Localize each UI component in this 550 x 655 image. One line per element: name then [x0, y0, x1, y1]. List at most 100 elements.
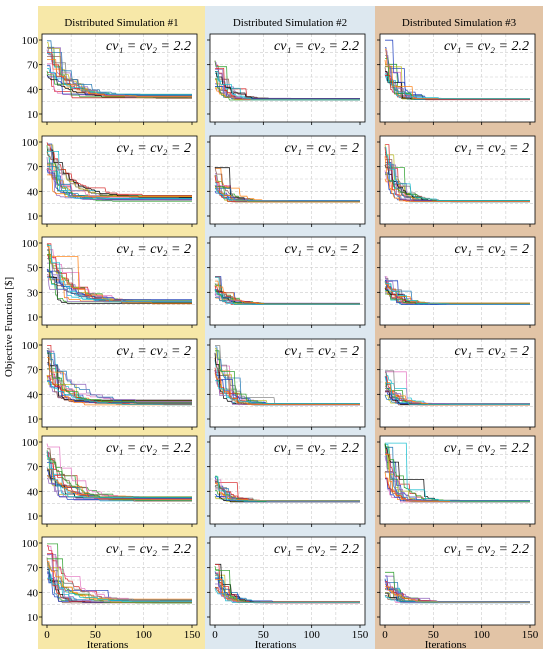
series-group: [384, 442, 530, 503]
series-line: [46, 142, 192, 196]
panel-r6-c1: 10 40 70 100 0 50 100 150 cv₁ = cv₂ = 2.2: [22, 536, 201, 641]
panel-r3-c3: cv₁ = cv₂ = 2: [377, 236, 536, 328]
x-axis-title: Iterations: [425, 639, 467, 651]
series-line: [384, 595, 530, 603]
plot-area: [210, 237, 365, 325]
x-tick-label: 100: [135, 629, 152, 641]
x-axis-title: Iterations: [255, 639, 297, 651]
axes-frame: [379, 236, 536, 326]
panel-annotation: cv₁ = cv₂ = 2.2: [106, 441, 191, 456]
axes-frame: [379, 338, 536, 428]
series-line: [215, 290, 360, 304]
y-tick-label: 70: [27, 462, 39, 474]
y-tick-label: 10: [27, 211, 39, 223]
plot-area: [380, 237, 535, 325]
y-tick-label: 100: [22, 437, 39, 449]
plot-area: [210, 537, 365, 625]
axes-frame: [41, 338, 198, 428]
series-group: [214, 563, 360, 604]
panel-annotation: cv₁ = cv₂ = 2.2: [444, 441, 529, 456]
series-line: [47, 558, 192, 604]
x-tick-label: 0: [382, 629, 388, 641]
y-tick-label: 100: [22, 340, 39, 352]
y-tick-label: 10: [27, 109, 39, 121]
column-title: Distributed Simulation #1: [64, 17, 178, 29]
series-group: [46, 345, 192, 406]
series-line: [47, 468, 192, 500]
axes-frame: [41, 135, 198, 225]
series-line: [384, 376, 530, 405]
series-line: [385, 442, 530, 502]
axes-frame: [41, 236, 198, 326]
series-group: [384, 571, 530, 604]
y-tick-label: 100: [22, 35, 39, 47]
plot-area: [210, 339, 365, 427]
gridlines: [42, 436, 197, 524]
plot-area: [42, 34, 197, 122]
axes-frame: [209, 536, 366, 626]
gridlines: [380, 339, 535, 427]
panel-r2-c1: 10 40 70 100 cv₁ = cv₂ = 2: [22, 135, 198, 227]
series-line: [384, 281, 530, 305]
x-tick-label: 100: [473, 629, 490, 641]
panel-r4-c2: cv₁ = cv₂ = 2: [207, 338, 366, 430]
y-axis-title: Objective Function [$]: [3, 277, 15, 377]
axes-frame: [209, 33, 366, 123]
series-line: [47, 381, 192, 406]
axes-frame: [41, 435, 198, 525]
x-tick-label: 0: [212, 629, 218, 641]
panel-r4-c3: cv₁ = cv₂ = 2: [377, 338, 536, 430]
plot-area: [380, 537, 535, 625]
y-tick-label: 10: [27, 612, 39, 624]
plot-area: [380, 436, 535, 524]
panel-r6-c3: 0 50 100 150 cv₁ = cv₂ = 2.2: [377, 536, 539, 641]
series-line: [214, 288, 360, 305]
y-tick-label: 100: [22, 538, 39, 550]
series-line: [215, 483, 360, 501]
panel-r5-c3: cv₁ = cv₂ = 2.2: [377, 435, 536, 527]
series-group: [46, 142, 192, 202]
plot-area: [42, 436, 197, 524]
panel-annotation: cv₁ = cv₂ = 2: [455, 242, 529, 257]
y-tick-label: 70: [27, 60, 39, 72]
series-line: [215, 574, 360, 603]
axes-frame: [41, 33, 198, 123]
panel-r1-c3: cv₁ = cv₂ = 2.2: [377, 33, 536, 125]
series-group: [384, 39, 530, 101]
series-line: [47, 47, 192, 98]
series-line: [385, 386, 530, 405]
panel-r2-c2: cv₁ = cv₂ = 2: [207, 135, 366, 227]
panel-r5-c1: 10 40 70 100 cv₁ = cv₂ = 2.2: [22, 435, 198, 527]
series-line: [384, 281, 530, 304]
panel-annotation: cv₁ = cv₂ = 2.2: [274, 39, 359, 54]
y-tick-label: 40: [27, 389, 39, 401]
series-line: [47, 245, 192, 302]
series-group: [384, 144, 530, 203]
plot-area: [42, 237, 197, 325]
series-line: [47, 151, 192, 199]
axes-frame: [379, 33, 536, 123]
axes-frame: [379, 135, 536, 225]
panel-r5-c2: cv₁ = cv₂ = 2.2: [207, 435, 366, 527]
series-line: [385, 75, 530, 101]
gridlines: [210, 34, 365, 122]
axes-frame: [209, 135, 366, 225]
panel-annotation: cv₁ = cv₂ = 2.2: [106, 39, 191, 54]
series-group: [46, 543, 192, 604]
x-axis-title: Iterations: [87, 639, 129, 651]
panel-annotation: cv₁ = cv₂ = 2: [117, 141, 191, 156]
axes-frame: [209, 435, 366, 525]
y-tick-label: 10: [27, 312, 39, 324]
y-tick-label: 40: [27, 486, 39, 498]
gridlines: [42, 34, 197, 122]
series-line: [47, 163, 192, 202]
panel-annotation: cv₁ = cv₂ = 2.2: [274, 542, 359, 557]
series-line: [47, 59, 192, 97]
panel-r6-c2: 0 50 100 150 cv₁ = cv₂ = 2.2: [207, 536, 369, 641]
x-tick-label: 50: [90, 629, 102, 641]
series-group: [214, 167, 360, 203]
gridlines: [210, 136, 365, 224]
x-tick-label: 50: [258, 629, 270, 641]
series-line: [46, 454, 192, 502]
